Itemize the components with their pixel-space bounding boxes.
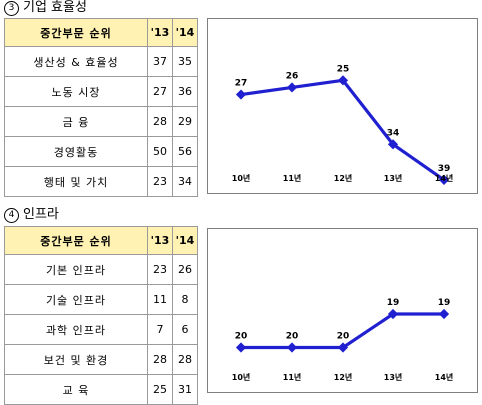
row-value-13: 27 (147, 76, 173, 107)
data-label: 25 (337, 64, 350, 74)
table-header-13: '13 (147, 226, 173, 255)
data-point-marker (235, 342, 247, 353)
table-row: 행태 및 가치 23 34 (4, 166, 198, 197)
data-point-marker (438, 174, 450, 185)
row-value-13: 11 (147, 284, 173, 315)
x-tick-label: 12년 (334, 173, 353, 183)
rank-table-efficiency: 중간부문 순위 '13 '14 생산성 & 효율성 37 35 노동 시장 27 36 … (4, 18, 198, 197)
row-value-14: 28 (172, 344, 198, 375)
table-row: 기본 인프라 23 26 (4, 254, 198, 285)
chart-svg: 20 20 20 19 19 10년 11년 12년 13년 14년 (232, 298, 454, 382)
row-value-13: 50 (147, 136, 173, 167)
data-point-marker (235, 89, 247, 100)
row-label: 행태 및 가치 (4, 166, 148, 197)
table-row: 교 육 25 31 (4, 374, 198, 405)
row-value-14: 6 (172, 314, 198, 345)
x-tick-label: 12년 (334, 372, 353, 382)
row-value-14: 56 (172, 136, 198, 167)
row-value-13: 28 (147, 106, 173, 137)
circled-number: 3 (4, 1, 19, 16)
table-row: 금 융 28 29 (4, 106, 198, 137)
row-value-13: 7 (147, 314, 173, 345)
x-tick-label: 10년 (232, 372, 251, 382)
row-value-13: 37 (147, 46, 173, 77)
table-header-13: '13 (147, 18, 173, 47)
data-point-marker (286, 82, 298, 93)
section-title-text: 인프라 (23, 207, 59, 222)
circled-number: 4 (4, 208, 19, 223)
rank-table-infrastructure: 중간부문 순위 '13 '14 기본 인프라 23 26 기술 인프라 11 8 과학 … (4, 226, 198, 405)
data-label: 20 (337, 332, 350, 342)
data-point-marker (286, 342, 298, 353)
row-value-14: 29 (172, 106, 198, 137)
data-point-marker (387, 139, 399, 150)
x-tick-label: 13년 (384, 173, 403, 183)
row-value-13: 28 (147, 344, 173, 375)
row-value-14: 35 (172, 46, 198, 77)
x-tick-label: 14년 (435, 372, 454, 382)
table-row: 기술 인프라 11 8 (4, 284, 198, 315)
x-tick-label: 11년 (283, 372, 302, 382)
row-value-14: 8 (172, 284, 198, 315)
table-header-14: '14 (172, 18, 198, 47)
row-value-14: 26 (172, 254, 198, 285)
row-label: 기술 인프라 (4, 284, 148, 315)
table-header-label: 중간부문 순위 (4, 226, 148, 255)
data-label: 27 (235, 79, 248, 89)
data-label: 26 (286, 71, 299, 81)
section-title-efficiency: 3 기업 효율성 (4, 0, 87, 16)
row-value-14: 31 (172, 374, 198, 405)
row-label: 교 육 (4, 374, 148, 405)
data-point-marker (438, 308, 450, 320)
data-label: 20 (235, 332, 248, 342)
row-label: 노동 시장 (4, 76, 148, 107)
table-row: 노동 시장 27 36 (4, 76, 198, 107)
table-row: 과학 인프라 7 6 (4, 314, 198, 345)
x-tick-label: 13년 (384, 372, 403, 382)
data-label: 19 (387, 298, 400, 308)
row-label: 보건 및 환경 (4, 344, 148, 375)
table-row: 보건 및 환경 28 28 (4, 344, 198, 375)
table-header-label: 중간부문 순위 (4, 18, 148, 47)
row-label: 금 융 (4, 106, 148, 137)
chart-svg: 27 26 25 34 39 10년 11년 12년 13년 14년 (232, 64, 454, 185)
table-header-14: '14 (172, 226, 198, 255)
row-value-13: 25 (147, 374, 173, 405)
data-label: 20 (286, 332, 299, 342)
section-title-text: 기업 효율성 (23, 0, 87, 15)
table-row: 경영활동 50 56 (4, 136, 198, 167)
x-tick-label: 14년 (435, 173, 454, 183)
x-tick-label: 11년 (283, 173, 302, 183)
data-label: 39 (438, 164, 451, 174)
row-value-13: 23 (147, 166, 173, 197)
row-label: 생산성 & 효율성 (4, 46, 148, 77)
row-label: 기본 인프라 (4, 254, 148, 285)
row-value-13: 23 (147, 254, 173, 285)
row-label: 과학 인프라 (4, 314, 148, 345)
row-value-14: 36 (172, 76, 198, 107)
series-line (240, 78, 445, 182)
row-label: 경영활동 (4, 136, 148, 167)
data-label: 34 (387, 128, 400, 138)
line-chart-efficiency: 27 26 25 34 39 10년 11년 12년 13년 14년 (207, 18, 478, 194)
data-label: 19 (438, 298, 451, 308)
table-header-row: 중간부문 순위 '13 '14 (4, 226, 198, 255)
table-header-row: 중간부문 순위 '13 '14 (4, 18, 198, 47)
section-title-infrastructure: 4 인프라 (4, 207, 59, 223)
row-value-14: 34 (172, 166, 198, 197)
table-row: 생산성 & 효율성 37 35 (4, 46, 198, 77)
x-tick-label: 10년 (232, 173, 251, 183)
line-chart-infrastructure: 20 20 20 19 19 10년 11년 12년 13년 14년 (207, 228, 478, 393)
